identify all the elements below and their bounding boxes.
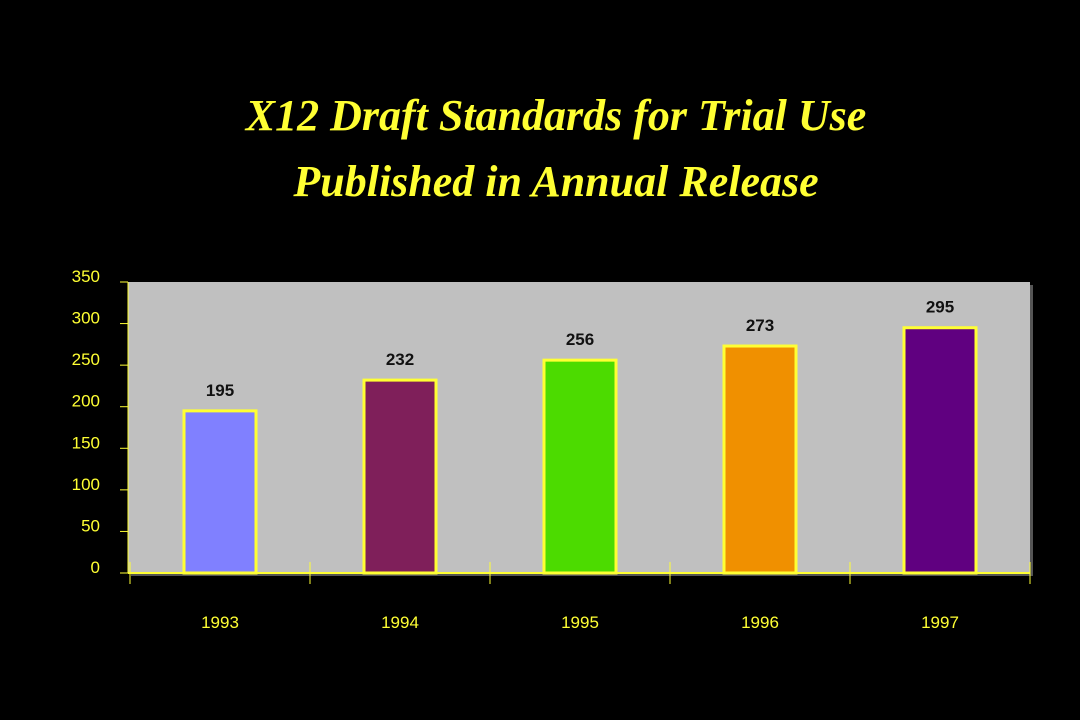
- y-tick-label: 100: [72, 475, 100, 494]
- y-tick-label: 150: [72, 433, 100, 452]
- y-tick-label: 0: [91, 558, 100, 577]
- bar: [902, 326, 978, 575]
- bar: [542, 358, 618, 575]
- bar: [362, 378, 438, 575]
- x-tick-label: 1995: [561, 613, 599, 632]
- data-label: 256: [566, 330, 594, 349]
- bar: [722, 344, 798, 575]
- y-tick-label: 200: [72, 392, 100, 411]
- y-tick-label: 300: [72, 309, 100, 328]
- x-tick-label: 1997: [921, 613, 959, 632]
- data-label: 273: [746, 316, 774, 335]
- x-tick-label: 1996: [741, 613, 779, 632]
- y-tick-label: 50: [81, 516, 100, 535]
- data-label: 195: [206, 381, 234, 400]
- x-tick-label: 1993: [201, 613, 239, 632]
- data-label: 232: [386, 350, 414, 369]
- data-label: 295: [926, 298, 954, 317]
- y-tick-label: 350: [72, 267, 100, 286]
- chart-title: Published in Annual Release: [292, 157, 818, 206]
- y-tick-label: 250: [72, 350, 100, 369]
- chart-title: X12 Draft Standards for Trial Use: [244, 91, 867, 140]
- bar: [182, 409, 258, 575]
- x-tick-label: 1994: [381, 613, 419, 632]
